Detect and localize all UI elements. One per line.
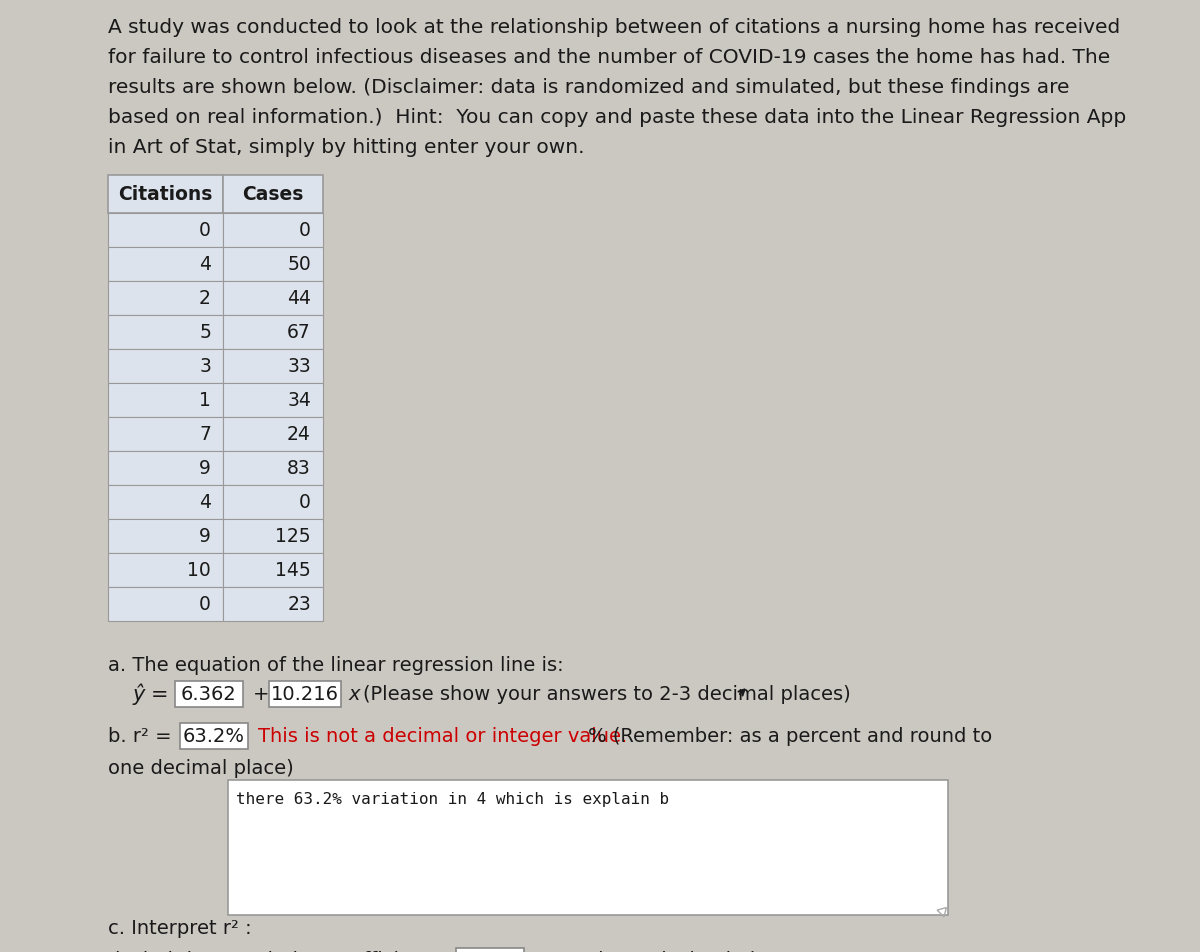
- Text: 3: 3: [199, 356, 211, 375]
- Bar: [108, 349, 223, 383]
- Bar: [108, 553, 223, 587]
- Text: 23: 23: [287, 594, 311, 613]
- Bar: [223, 213, 323, 247]
- Bar: [223, 553, 323, 587]
- Text: one decimal place): one decimal place): [108, 759, 294, 778]
- Text: 0: 0: [199, 221, 211, 240]
- Bar: [223, 587, 323, 621]
- Text: results are shown below. (Disclaimer: data is randomized and simulated, but thes: results are shown below. (Disclaimer: da…: [108, 78, 1069, 97]
- Text: 4: 4: [199, 254, 211, 273]
- Text: 9: 9: [199, 526, 211, 545]
- Text: 5: 5: [199, 323, 211, 342]
- Text: 63.2%: 63.2%: [182, 726, 245, 745]
- Text: 1: 1: [199, 390, 211, 409]
- Bar: [269, 681, 341, 707]
- Text: c. Interpret r² :: c. Interpret r² :: [108, 919, 252, 938]
- Text: 7: 7: [199, 425, 211, 444]
- Text: This is not a decimal or integer value.: This is not a decimal or integer value.: [258, 726, 628, 745]
- Text: ŷ =: ŷ =: [133, 684, 176, 704]
- Text: 6.362: 6.362: [181, 684, 236, 704]
- Text: A study was conducted to look at the relationship between of citations a nursing: A study was conducted to look at the rel…: [108, 18, 1121, 37]
- Text: 83: 83: [287, 459, 311, 478]
- Text: 0: 0: [199, 594, 211, 613]
- Bar: [108, 451, 223, 485]
- Text: 4: 4: [199, 492, 211, 511]
- Text: x: x: [349, 684, 360, 704]
- Bar: [108, 383, 223, 417]
- Bar: [223, 417, 323, 451]
- Text: 145: 145: [275, 561, 311, 580]
- Bar: [223, 175, 323, 213]
- Bar: [223, 281, 323, 315]
- Bar: [108, 519, 223, 553]
- Bar: [180, 723, 248, 749]
- Text: in Art of Stat, simply by hitting enter your own.: in Art of Stat, simply by hitting enter …: [108, 138, 584, 157]
- Text: Citations: Citations: [119, 185, 212, 204]
- Text: +: +: [253, 684, 270, 704]
- Bar: [223, 247, 323, 281]
- Bar: [108, 587, 223, 621]
- Text: a. The equation of the linear regression line is:: a. The equation of the linear regression…: [108, 656, 564, 675]
- Bar: [223, 315, 323, 349]
- Text: 2: 2: [199, 288, 211, 307]
- Text: 9: 9: [199, 459, 211, 478]
- Text: 125: 125: [275, 526, 311, 545]
- Bar: [175, 681, 242, 707]
- Bar: [108, 213, 223, 247]
- Bar: [223, 383, 323, 417]
- Text: 33: 33: [287, 356, 311, 375]
- Bar: [108, 281, 223, 315]
- Text: 0: 0: [299, 221, 311, 240]
- Bar: [223, 349, 323, 383]
- Bar: [456, 948, 524, 952]
- Bar: [108, 417, 223, 451]
- Text: 50: 50: [287, 254, 311, 273]
- Text: 44: 44: [287, 288, 311, 307]
- Text: Cases: Cases: [242, 185, 304, 204]
- Bar: [108, 315, 223, 349]
- Bar: [223, 519, 323, 553]
- Text: % (Remember: as a percent and round to: % (Remember: as a percent and round to: [588, 726, 992, 745]
- Bar: [108, 485, 223, 519]
- Bar: [108, 175, 223, 213]
- Text: b. r² =: b. r² =: [108, 726, 178, 745]
- Bar: [223, 451, 323, 485]
- Text: 10.216: 10.216: [271, 684, 340, 704]
- Bar: [223, 485, 323, 519]
- Text: 0: 0: [299, 492, 311, 511]
- Bar: [108, 247, 223, 281]
- Text: 24: 24: [287, 425, 311, 444]
- Text: 34: 34: [287, 390, 311, 409]
- Text: (Please show your answers to 2-3 decimal places): (Please show your answers to 2-3 decimal…: [364, 684, 851, 704]
- Bar: [228, 780, 948, 915]
- Text: 10: 10: [187, 561, 211, 580]
- Text: there 63.2% variation in 4 which is explain b: there 63.2% variation in 4 which is expl…: [236, 792, 670, 807]
- Text: based on real information.)  Hint:  You can copy and paste these data into the L: based on real information.) Hint: You ca…: [108, 108, 1127, 127]
- Text: for failure to control infectious diseases and the number of COVID-19 cases the : for failure to control infectious diseas…: [108, 48, 1110, 67]
- Text: 67: 67: [287, 323, 311, 342]
